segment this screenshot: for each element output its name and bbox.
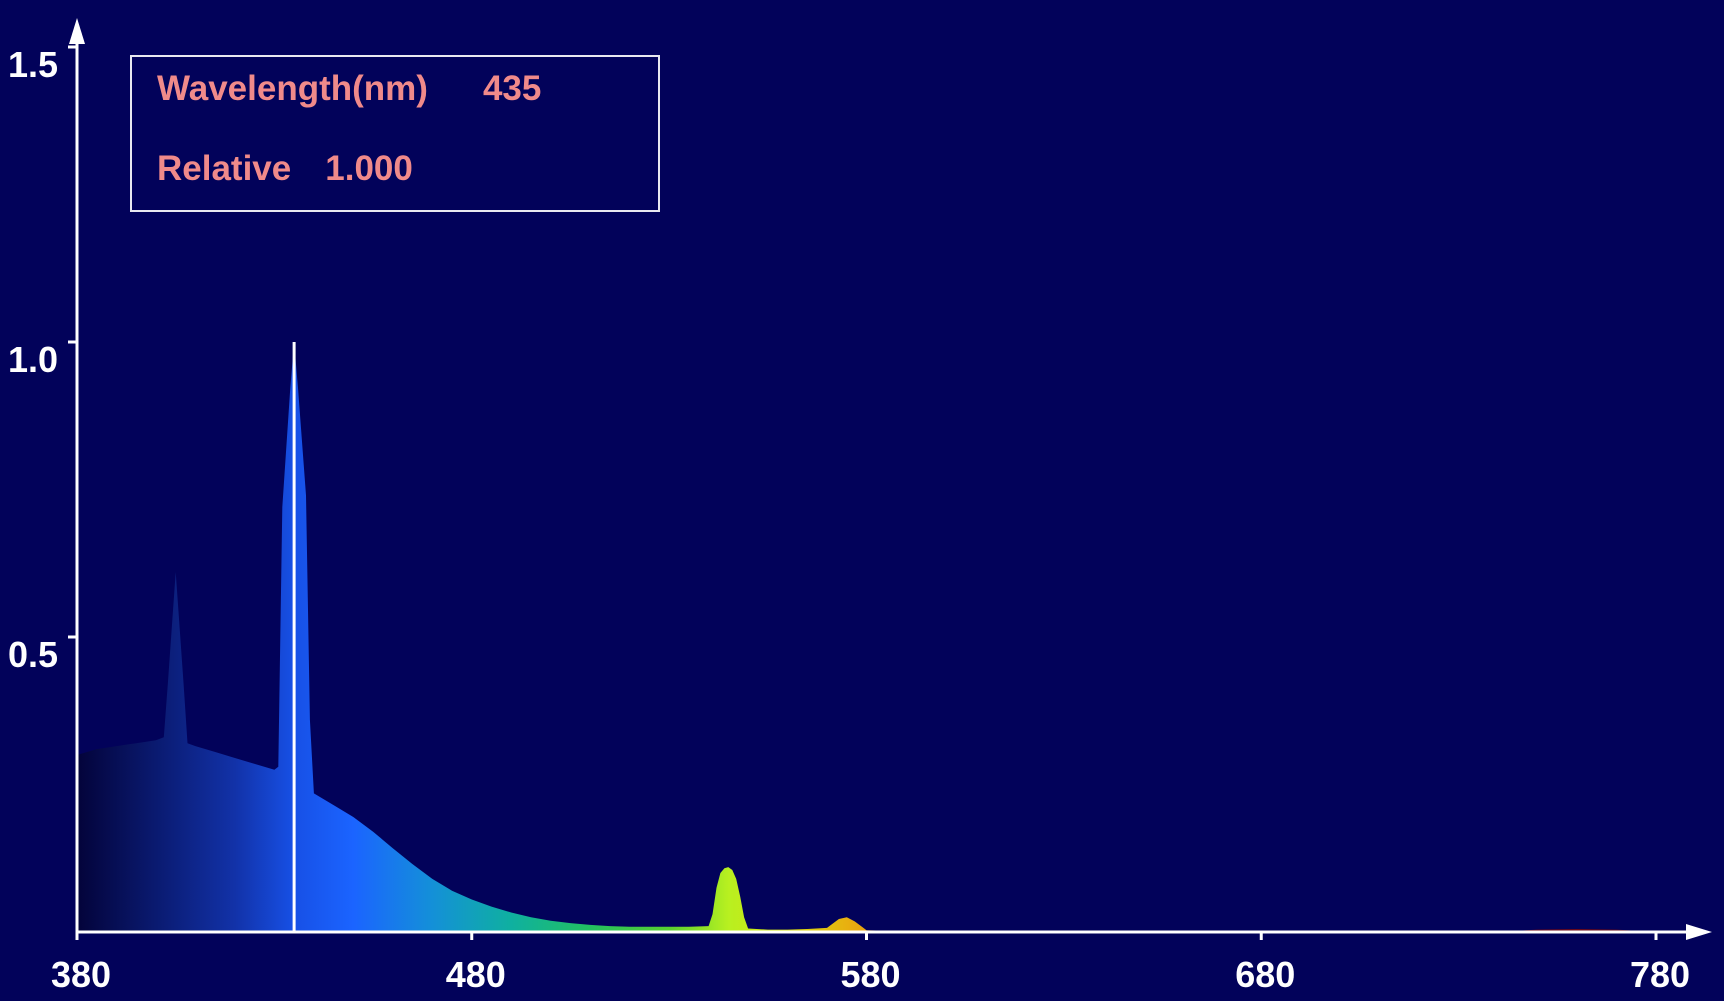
x-axis-ticks: 380 480 580 680 780	[51, 932, 1690, 995]
y-axis-arrow	[69, 18, 85, 44]
y-axis-ticks: 0.5 1.0 1.5	[8, 44, 77, 675]
x-tick-label: 780	[1630, 954, 1690, 995]
relative-readout-row: Relative 1.000	[157, 149, 413, 189]
x-tick-label: 580	[840, 954, 900, 995]
relative-value: 1.000	[325, 149, 413, 188]
y-tick-label: 0.5	[8, 634, 58, 675]
wavelength-label: Wavelength(nm)	[157, 69, 428, 108]
axes	[69, 18, 1712, 940]
x-axis-arrow	[1686, 924, 1712, 940]
wavelength-value: 435	[482, 69, 542, 108]
cursor-readout-panel: Wavelength(nm) 435 Relative 1.000	[130, 55, 660, 212]
relative-label: Relative	[157, 149, 292, 188]
y-tick-label: 1.0	[8, 339, 58, 380]
x-tick-label: 380	[51, 954, 111, 995]
x-tick-label: 480	[446, 954, 506, 995]
spectrum-area	[77, 342, 1656, 932]
wavelength-readout-row: Wavelength(nm) 435	[157, 69, 541, 109]
x-tick-label: 680	[1235, 954, 1295, 995]
y-tick-label: 1.5	[8, 44, 58, 85]
